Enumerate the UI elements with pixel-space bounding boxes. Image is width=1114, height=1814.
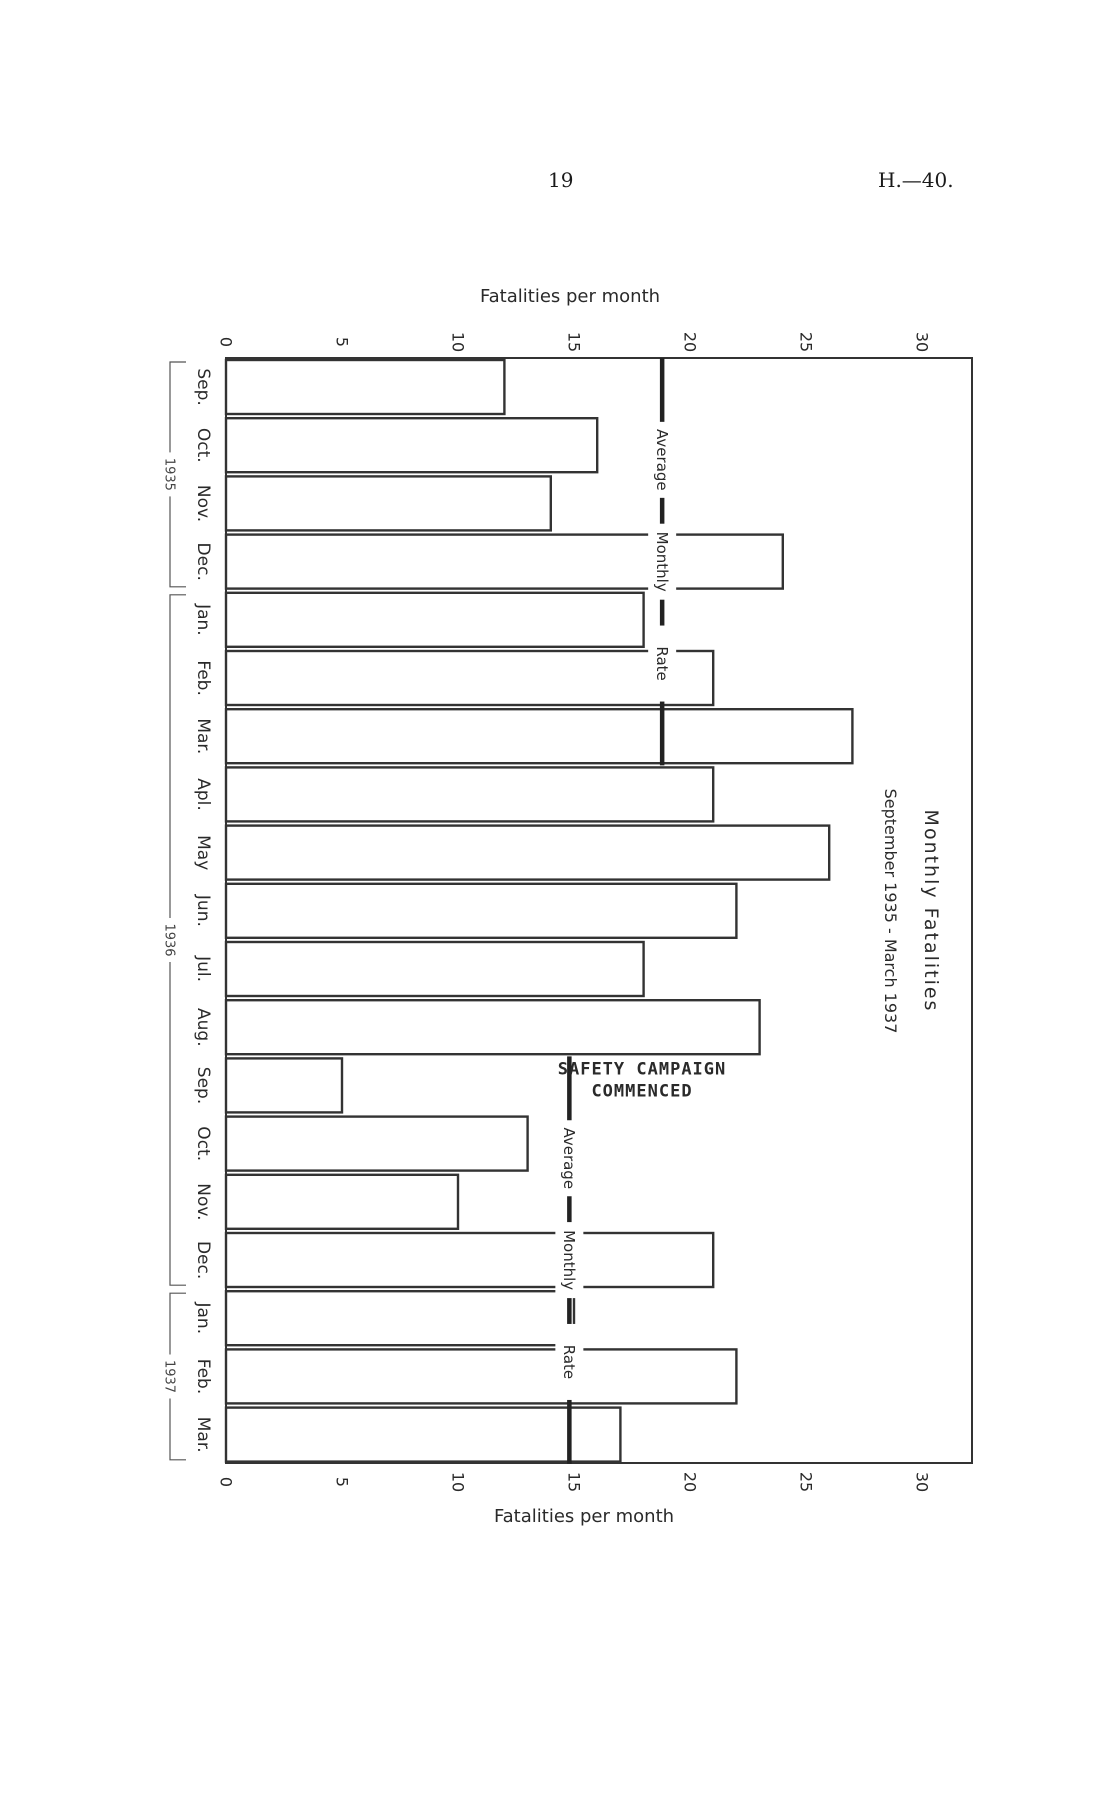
- month-label: Dec.: [193, 1241, 213, 1279]
- bar: [224, 824, 831, 881]
- tick-label-top: 15: [564, 332, 583, 352]
- bar: [224, 1289, 576, 1347]
- tick-label-top: 10: [448, 332, 467, 352]
- bar: [224, 475, 552, 532]
- average-label-word: Average: [560, 1127, 578, 1189]
- year-label: 1936: [161, 923, 176, 956]
- average-label-word: Rate: [560, 1345, 578, 1379]
- average-label-backing: [555, 1222, 584, 1299]
- bar: [224, 649, 715, 707]
- average-label-backing: [648, 523, 677, 600]
- year-label: 1937: [161, 1360, 176, 1393]
- average-label-word: Monthly: [653, 532, 671, 592]
- bar: [224, 1057, 344, 1114]
- bar: [224, 940, 645, 998]
- year-label-backing: [162, 1354, 178, 1399]
- average-label-backing: [648, 421, 677, 498]
- bar: [224, 1231, 715, 1289]
- month-label: Mar.: [193, 718, 213, 754]
- plot-frame: [225, 357, 973, 1464]
- tick-label-top: 20: [680, 332, 699, 352]
- month-label: May: [193, 835, 213, 870]
- month-label: Apl.: [193, 778, 213, 811]
- month-label: Sep.: [193, 1067, 213, 1104]
- tick-label-bottom: 20: [680, 1472, 699, 1492]
- bar: [224, 1406, 622, 1463]
- chart-title: Monthly Fatalities: [920, 810, 942, 1013]
- month-label: Oct.: [193, 428, 213, 463]
- annotation-line: COMMENCED: [591, 1081, 692, 1101]
- bar: [224, 358, 506, 416]
- tick-label-top: 25: [796, 332, 815, 352]
- tick-label-bottom: 10: [448, 1472, 467, 1492]
- bars: [224, 358, 854, 1463]
- axis-title-top: Fatalities per month: [480, 286, 660, 307]
- month-label: Mar.: [193, 1417, 213, 1453]
- month-label: Jan.: [193, 603, 213, 636]
- tick-label-top: 0: [216, 337, 235, 347]
- month-label: Sep.: [193, 368, 213, 405]
- year-brackets: 1935 1936 1937: [161, 361, 186, 1461]
- bar: [224, 1115, 529, 1172]
- month-label: Feb.: [193, 660, 213, 696]
- axis-title-bottom: Fatalities per month: [494, 1506, 674, 1527]
- bar: [224, 533, 784, 590]
- top-tick-labels: 0 5 10 15 20 25 30: [216, 332, 931, 352]
- tick-label-bottom: 25: [796, 1472, 815, 1492]
- chart-title-group: Monthly Fatalities September 1935 - Marc…: [881, 789, 942, 1034]
- year-label: 1935: [161, 458, 176, 491]
- month-label: Nov.: [193, 485, 213, 522]
- bar: [224, 417, 599, 474]
- tick-label-top: 5: [332, 337, 351, 347]
- tick-label-bottom: 5: [332, 1477, 351, 1487]
- average-label-word: Average: [653, 429, 671, 491]
- bar: [224, 1173, 460, 1231]
- bar: [224, 708, 854, 765]
- month-label: Nov.: [193, 1183, 213, 1220]
- month-labels: Sep. Oct. Nov. Dec. Jan. Feb. Mar. Apl. May Jun. J…: [193, 368, 213, 1452]
- month-label: Oct.: [193, 1126, 213, 1161]
- tick-label-top: 30: [912, 332, 931, 352]
- year-label-backing: [162, 452, 178, 497]
- month-label: Aug.: [193, 1008, 213, 1047]
- average-label-word: Monthly: [560, 1230, 578, 1290]
- bar: [224, 999, 761, 1056]
- average-label-backing: [648, 625, 677, 702]
- bar: [224, 1348, 738, 1405]
- page-number: 19: [548, 168, 574, 192]
- bottom-tick-labels: 0 5 10 15 20 25 30: [216, 1472, 931, 1492]
- month-label: Jun.: [193, 894, 213, 927]
- month-label: Jul.: [193, 955, 213, 982]
- tick-label-bottom: 30: [912, 1472, 931, 1492]
- month-label: Feb.: [193, 1359, 213, 1395]
- average-label-backing: [555, 1120, 584, 1197]
- average-label-word: Rate: [653, 646, 671, 680]
- tick-label-bottom: 15: [564, 1472, 583, 1492]
- bar: [224, 882, 738, 939]
- tick-label-bottom: 0: [216, 1477, 235, 1487]
- year-label-backing: [162, 918, 178, 962]
- document-reference: H.—40.: [878, 168, 954, 192]
- bar: [224, 591, 645, 648]
- month-label: Jan.: [193, 1301, 213, 1334]
- chart-subtitle: September 1935 - March 1937: [881, 789, 900, 1034]
- month-label: Dec.: [193, 543, 213, 581]
- annotation-line: SAFETY CAMPAIGN: [558, 1059, 727, 1079]
- average-label-backing: [555, 1323, 584, 1400]
- bar: [224, 766, 715, 823]
- average-rate-lines: Average Monthly Rate Average Monthly Rate: [555, 358, 677, 1464]
